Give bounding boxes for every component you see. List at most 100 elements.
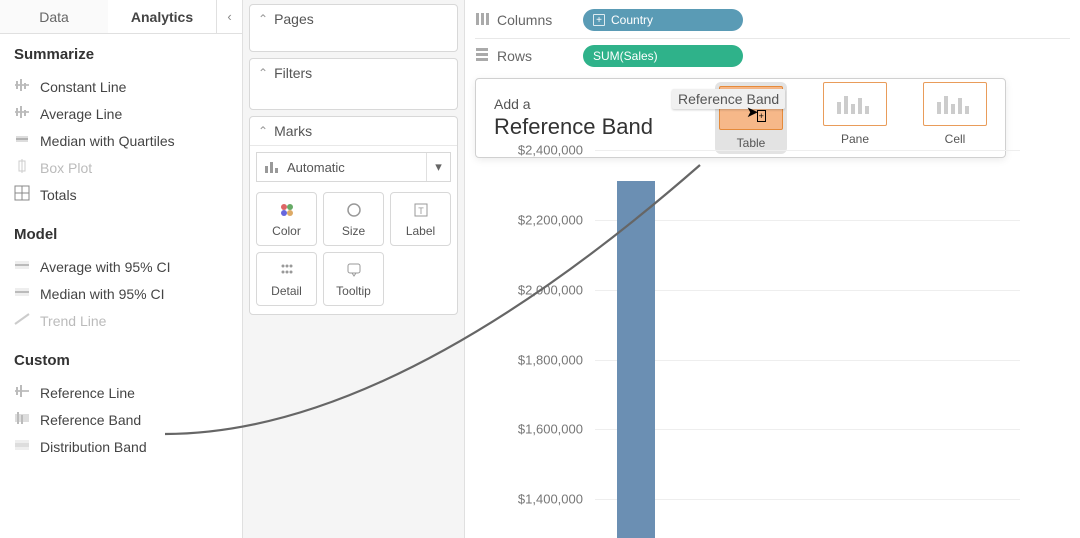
drop-thumb — [923, 82, 987, 126]
tab-data[interactable]: Data — [0, 0, 108, 33]
mark-detail[interactable]: Detail — [256, 252, 317, 306]
drag-ghost: Reference Band — [672, 89, 785, 109]
analytics-item-label: Trend Line — [40, 313, 106, 329]
cursor-icon: ➤+ — [746, 103, 768, 121]
rows-shelf-label: Rows — [497, 48, 532, 64]
pill-sum-sales-label: SUM(Sales) — [593, 49, 658, 63]
analytics-item-icon — [14, 104, 30, 123]
section-title-summarize: Summarize — [14, 46, 228, 63]
pages-card-label: Pages — [274, 11, 314, 27]
mark-type-label: Automatic — [285, 160, 426, 175]
analytics-item-label: Distribution Band — [40, 439, 147, 455]
columns-icon — [475, 12, 489, 29]
tooltip-icon — [346, 260, 362, 280]
chevron-icon: ⌃ — [258, 124, 268, 138]
y-tick-label: $1,400,000 — [518, 492, 583, 507]
detail-icon — [279, 260, 295, 280]
analytics-item-label: Median with 95% CI — [40, 286, 165, 302]
shelves: Columns + Country Rows SUM(Sales) — [465, 0, 1080, 70]
mark-label[interactable]: T Label — [390, 192, 451, 246]
drop-target-pane[interactable]: Pane — [823, 82, 887, 146]
analytics-item-label: Box Plot — [40, 160, 92, 176]
sidebar-tabs: Data Analytics ‹ — [0, 0, 242, 34]
analytics-item-median-with-95-ci[interactable]: Median with 95% CI — [14, 280, 228, 307]
y-tick-label: $2,200,000 — [518, 212, 583, 227]
analytics-item-median-with-quartiles[interactable]: Median with Quartiles — [14, 127, 228, 154]
section-summarize: Summarize Constant Line Average Line Media… — [0, 34, 242, 214]
viz-area: Add a Reference Band Table Pane Cell Refer… — [465, 70, 1080, 538]
bar-chart: $2,400,000$2,200,000$2,000,000$1,800,000… — [475, 150, 1020, 538]
analytics-item-box-plot: Box Plot — [14, 154, 228, 181]
color-icon — [279, 200, 295, 220]
analytics-item-label: Average with 95% CI — [40, 259, 170, 275]
drop-target-label: Pane — [841, 132, 869, 146]
expand-icon: + — [593, 14, 605, 26]
y-tick-label: $2,000,000 — [518, 282, 583, 297]
mark-label-label: Label — [406, 224, 435, 238]
chevron-icon: ⌃ — [258, 12, 268, 26]
mark-size[interactable]: Size — [323, 192, 384, 246]
drop-target-label: Table — [737, 136, 766, 150]
mark-color-label: Color — [272, 224, 301, 238]
main-area: Columns + Country Rows SUM(Sales) — [465, 0, 1080, 538]
analytics-item-reference-line[interactable]: Reference Line — [14, 379, 228, 406]
analytics-item-label: Average Line — [40, 106, 122, 122]
analytics-item-icon — [14, 257, 30, 276]
analytics-item-icon — [14, 158, 30, 177]
analytics-item-icon — [14, 410, 30, 429]
y-tick-label: $2,400,000 — [518, 143, 583, 158]
y-axis-labels: $2,400,000$2,200,000$2,000,000$1,800,000… — [475, 150, 595, 538]
pill-sum-sales[interactable]: SUM(Sales) — [583, 45, 743, 67]
mark-size-label: Size — [342, 224, 365, 238]
analytics-item-average-with-95-ci[interactable]: Average with 95% CI — [14, 253, 228, 280]
analytics-item-totals[interactable]: Totals — [14, 181, 228, 208]
drop-target-cell[interactable]: Cell — [923, 82, 987, 146]
collapse-sidebar-icon[interactable]: ‹ — [216, 0, 242, 33]
analytics-sidebar: Data Analytics ‹ Summarize Constant Line… — [0, 0, 243, 538]
columns-shelf-label: Columns — [497, 12, 552, 28]
analytics-item-average-line[interactable]: Average Line — [14, 100, 228, 127]
mark-type-dropdown[interactable]: Automatic ▾ — [256, 152, 451, 182]
analytics-item-icon — [14, 185, 30, 204]
cards-column: ⌃ Pages ⌃Filters ⌃ Marks Automatic ▾ Color — [243, 0, 465, 538]
marks-card-label: Marks — [274, 123, 312, 139]
section-model: Model Average with 95% CI Median with 95%… — [0, 214, 242, 340]
svg-text:T: T — [418, 206, 424, 216]
analytics-item-label: Totals — [40, 187, 77, 203]
section-title-model: Model — [14, 226, 228, 243]
size-icon — [346, 200, 362, 220]
analytics-item-icon — [14, 437, 30, 456]
mark-tooltip[interactable]: Tooltip — [323, 252, 384, 306]
analytics-item-distribution-band[interactable]: Distribution Band — [14, 433, 228, 460]
columns-shelf[interactable]: Columns + Country — [475, 4, 1070, 36]
analytics-item-icon — [14, 284, 30, 303]
analytics-item-icon — [14, 77, 30, 96]
analytics-item-trend-line: Trend Line — [14, 307, 228, 334]
drop-title-big: Reference Band — [494, 113, 653, 141]
rows-icon — [475, 47, 489, 64]
bar-chart-icon — [257, 160, 285, 174]
label-icon: T — [413, 200, 429, 220]
bar-first[interactable] — [617, 181, 655, 538]
analytics-item-label: Constant Line — [40, 79, 126, 95]
analytics-item-label: Median with Quartiles — [40, 133, 175, 149]
analytics-item-reference-band[interactable]: Reference Band — [14, 406, 228, 433]
marks-card: ⌃ Marks Automatic ▾ Color Size T — [249, 116, 458, 315]
mark-tooltip-label: Tooltip — [336, 284, 371, 298]
mark-color[interactable]: Color — [256, 192, 317, 246]
analytics-item-icon — [14, 311, 30, 330]
pill-country[interactable]: + Country — [583, 9, 743, 31]
analytics-item-label: Reference Band — [40, 412, 141, 428]
chevron-icon: ⌃ — [258, 66, 268, 80]
drop-target-label: Cell — [945, 132, 966, 146]
drop-title-small: Add a — [494, 96, 653, 114]
tab-analytics[interactable]: Analytics — [108, 0, 216, 33]
rows-shelf[interactable]: Rows SUM(Sales) — [475, 38, 1070, 70]
filters-card[interactable]: ⌃Filters — [249, 58, 458, 110]
pages-card[interactable]: ⌃ Pages — [249, 4, 458, 52]
y-tick-label: $1,800,000 — [518, 352, 583, 367]
pill-country-label: Country — [611, 13, 653, 27]
y-tick-label: $1,600,000 — [518, 422, 583, 437]
analytics-item-icon — [14, 383, 30, 402]
analytics-item-constant-line[interactable]: Constant Line — [14, 73, 228, 100]
